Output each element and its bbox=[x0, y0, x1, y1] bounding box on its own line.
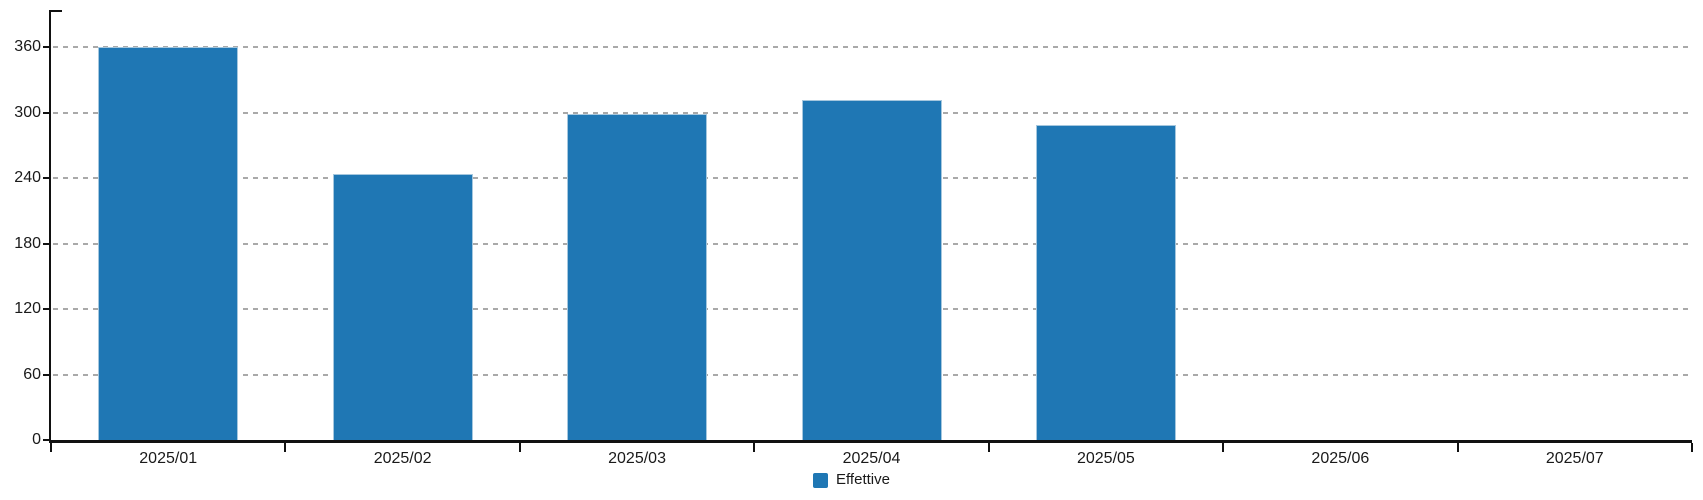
bar-2025-04[interactable] bbox=[801, 100, 942, 441]
y-axis-tick-300 bbox=[43, 111, 51, 114]
bar-2025-02[interactable] bbox=[332, 173, 473, 441]
x-axis-label-2025-06: 2025/06 bbox=[1311, 450, 1370, 467]
legend-item-effettive[interactable]: Effettive bbox=[813, 471, 890, 489]
y-axis-tick-60 bbox=[43, 373, 51, 376]
x-axis-label-2025-02: 2025/02 bbox=[373, 450, 432, 467]
y-axis-tick-0 bbox=[43, 439, 51, 441]
y-axis-tick-240 bbox=[43, 177, 51, 179]
bar-2025-05[interactable] bbox=[1035, 124, 1176, 441]
x-axis-tick-1 bbox=[284, 443, 287, 452]
y-axis-label-60: 60 bbox=[23, 365, 41, 383]
x-axis-tick-3 bbox=[753, 443, 756, 452]
y-axis-label-240: 240 bbox=[14, 169, 41, 186]
x-axis-tick-4 bbox=[987, 443, 990, 452]
x-axis-tick-5 bbox=[1222, 443, 1225, 452]
x-axis-label-2025-01: 2025/01 bbox=[139, 450, 198, 467]
x-axis-line bbox=[49, 440, 1692, 443]
y-axis-tick-360 bbox=[43, 46, 51, 48]
y-axis-label-180: 180 bbox=[14, 234, 41, 252]
y-axis-label-0: 0 bbox=[32, 431, 41, 448]
y-axis-label-120: 120 bbox=[14, 300, 41, 317]
legend-swatch bbox=[813, 472, 829, 488]
x-axis-label-2025-05: 2025/05 bbox=[1076, 450, 1135, 467]
y-axis-tick-120 bbox=[43, 308, 51, 310]
x-axis-tick-2 bbox=[518, 443, 521, 452]
h-gridline-360 bbox=[53, 46, 1692, 48]
y-axis-label-360: 360 bbox=[14, 38, 41, 55]
bar-2025-01[interactable] bbox=[98, 47, 239, 441]
x-axis-tick-6 bbox=[1456, 443, 1459, 452]
y-axis-top-tick bbox=[49, 10, 62, 12]
bar-2025-03[interactable] bbox=[567, 113, 708, 441]
x-axis-tick-7 bbox=[1691, 443, 1693, 452]
y-axis-label-300: 300 bbox=[14, 103, 41, 121]
legend-label: Effettive bbox=[836, 471, 890, 488]
x-axis-label-2025-03: 2025/03 bbox=[608, 450, 666, 467]
x-axis-tick-0 bbox=[50, 443, 52, 452]
x-axis-label-2025-07: 2025/07 bbox=[1545, 450, 1604, 467]
y-axis-line bbox=[49, 10, 51, 443]
legend: Effettive bbox=[0, 471, 1703, 489]
y-axis-tick-180 bbox=[43, 242, 51, 245]
x-axis-label-2025-04: 2025/04 bbox=[842, 450, 901, 467]
